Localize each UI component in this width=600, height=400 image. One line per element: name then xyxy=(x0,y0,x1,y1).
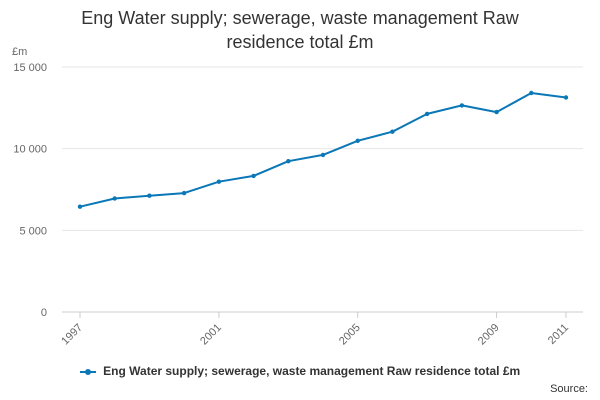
data-point xyxy=(529,90,534,96)
data-point xyxy=(563,95,569,100)
data-point xyxy=(355,138,360,143)
chart-title: Eng Water supply; sewerage, waste manage… xyxy=(0,6,600,54)
y-axis-ticks: 0 5 000 10 000 15 000 xyxy=(13,62,47,319)
y-tick-label: 10 000 xyxy=(13,144,47,156)
data-point xyxy=(459,103,465,108)
x-tick-label: 2001 xyxy=(198,322,224,348)
x-tick-label: 1997 xyxy=(59,322,85,348)
y-tick-label: 5 000 xyxy=(19,225,47,237)
chart-title-line-2: residence total £m xyxy=(226,32,374,52)
data-point xyxy=(147,193,152,198)
data-point xyxy=(494,109,499,115)
x-tick-label: 2011 xyxy=(546,322,571,347)
series-line xyxy=(79,92,567,208)
source-label: Source: xyxy=(550,383,588,395)
data-point xyxy=(320,152,326,158)
legend-series-marker xyxy=(79,368,96,376)
data-point xyxy=(390,129,395,134)
x-tick-label: 2009 xyxy=(476,322,502,348)
data-point xyxy=(112,196,117,201)
y-axis-unit-label: £m xyxy=(12,46,27,58)
legend-series-label: Eng Water supply; sewerage, waste manage… xyxy=(103,364,521,378)
x-tick-label: 2005 xyxy=(337,322,363,348)
series-layer xyxy=(77,90,569,209)
data-point xyxy=(77,204,83,209)
data-point xyxy=(286,159,291,164)
gridlines xyxy=(62,66,583,231)
data-point xyxy=(424,111,430,117)
y-tick-label: 0 xyxy=(41,307,47,319)
x-axis: 1997 2001 2005 2009 2011 xyxy=(59,311,583,348)
data-point xyxy=(216,179,222,184)
data-point xyxy=(251,173,256,179)
data-point xyxy=(181,190,187,196)
legend[interactable]: Eng Water supply; sewerage, waste manage… xyxy=(0,364,600,378)
chart-title-line-1: Eng Water supply; sewerage, waste manage… xyxy=(81,8,519,28)
y-tick-label: 15 000 xyxy=(13,62,47,74)
